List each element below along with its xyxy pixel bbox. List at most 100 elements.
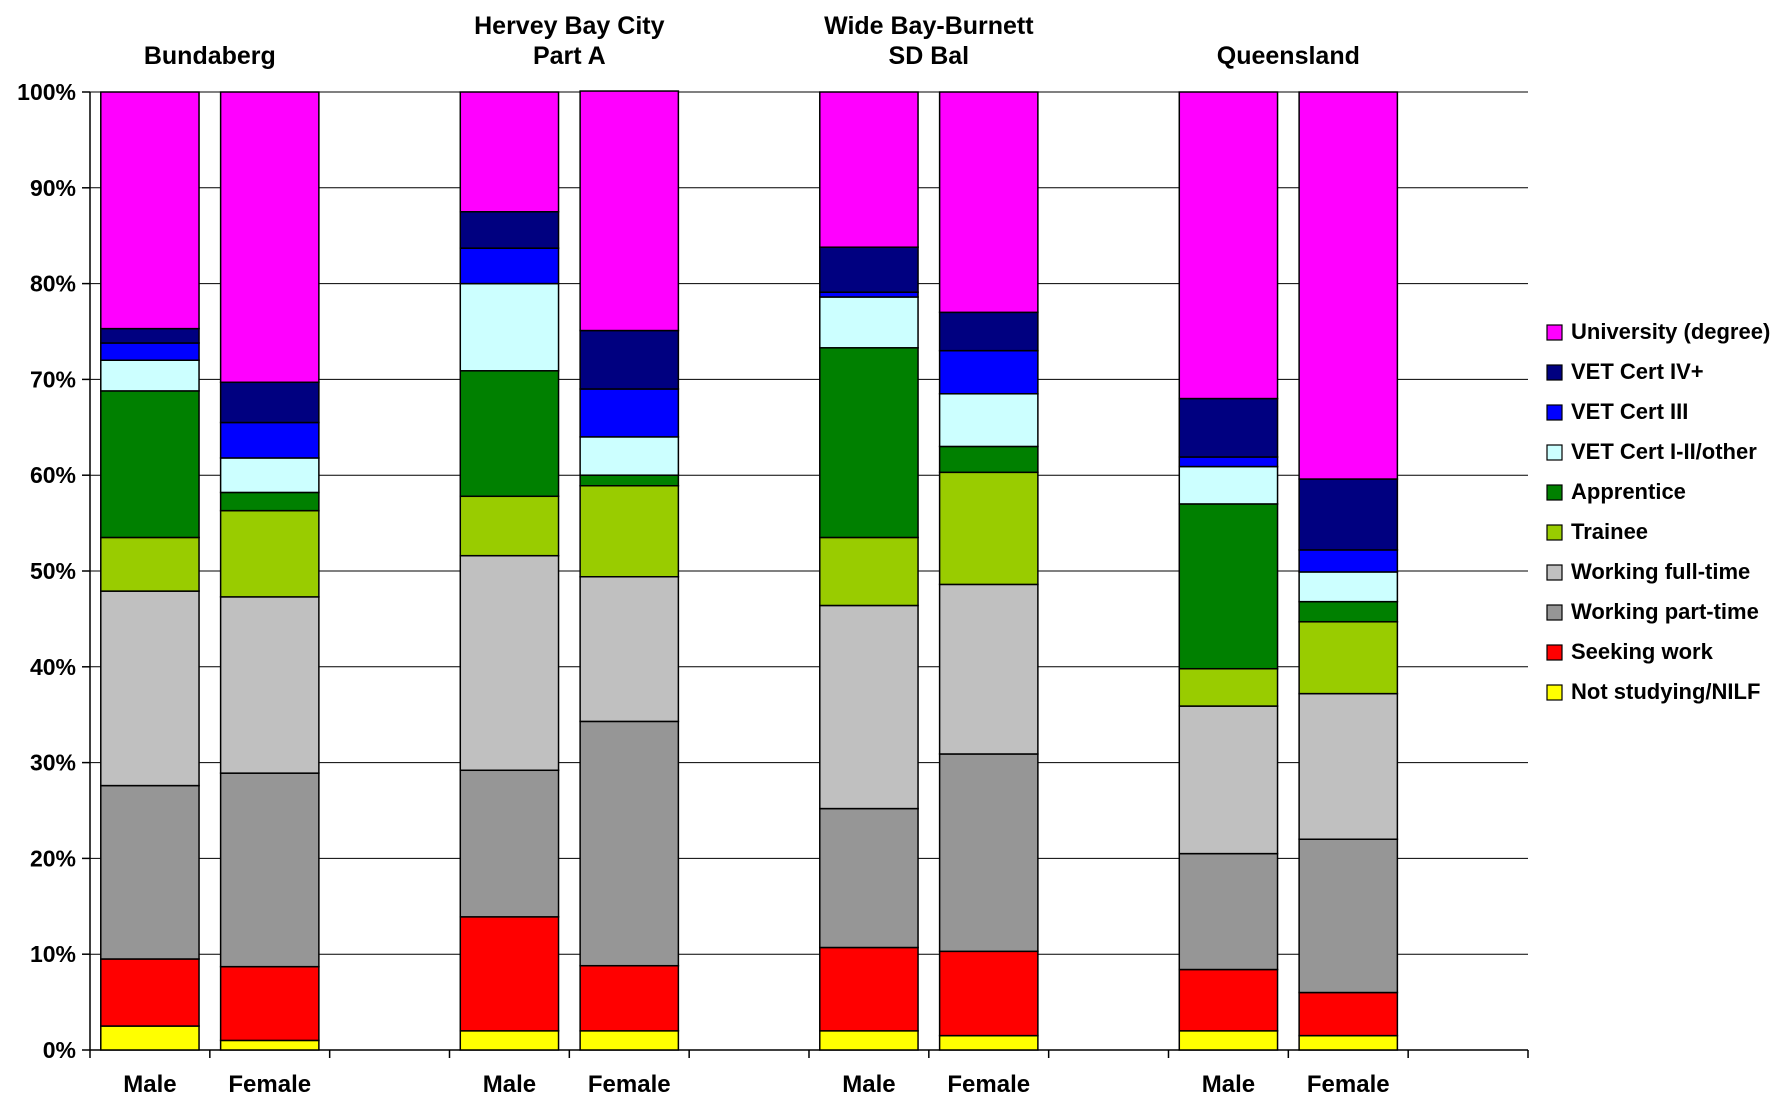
bar-segment — [219, 491, 320, 512]
x-category-label: Male — [483, 1071, 536, 1096]
bar-segment — [219, 772, 320, 968]
legend-swatch — [1546, 364, 1563, 381]
bar-segment — [1298, 91, 1399, 480]
bar-segment — [579, 1030, 680, 1051]
legend-label: University (degree) — [1571, 319, 1770, 344]
legend-swatch — [1546, 484, 1563, 501]
legend-label: VET Cert I-II/other — [1571, 439, 1757, 464]
bar-segment — [938, 950, 1039, 1037]
bar-segment — [100, 590, 200, 787]
bar-segment — [100, 91, 200, 330]
bar-segment — [1298, 991, 1399, 1037]
bar-segment — [1178, 968, 1279, 1032]
group-title: Hervey Bay City — [474, 12, 664, 40]
bar-segment — [219, 596, 320, 774]
bar-segment — [1298, 838, 1399, 994]
bar-segment — [1298, 692, 1399, 840]
bar-segment — [219, 381, 320, 424]
group-title: Bundaberg — [144, 42, 276, 70]
bar-segment — [1178, 503, 1279, 670]
axes — [82, 91, 1529, 1058]
bar-segment — [1178, 465, 1279, 505]
legend-label: Apprentice — [1571, 479, 1686, 504]
legend-label: Trainee — [1571, 519, 1648, 544]
x-category-label: Female — [588, 1071, 671, 1096]
bar-segment — [219, 457, 320, 494]
group-title: Wide Bay-Burnett — [824, 12, 1034, 40]
x-category-label: Female — [228, 1071, 311, 1096]
bar-segment — [100, 784, 200, 960]
legend-swatch — [1546, 564, 1563, 581]
bar-segment — [1178, 852, 1279, 971]
x-category-label: Female — [1307, 1071, 1390, 1096]
bar-segment — [100, 1025, 200, 1051]
legend-swatch — [1546, 404, 1563, 421]
bar-segment — [459, 554, 560, 772]
bar-segment — [819, 1030, 919, 1051]
bar-segment — [100, 327, 200, 344]
bar-segment — [1178, 456, 1279, 468]
bar-segment — [219, 965, 320, 1042]
y-tick-label: 20% — [30, 845, 76, 871]
legend-swatch — [1546, 684, 1563, 701]
legend: University (degree) VET Cert IV+ VET Cert … — [1541, 314, 1779, 722]
group-title: SD Bal — [889, 42, 970, 70]
bar-segment — [100, 390, 200, 539]
bar-segment — [938, 91, 1039, 314]
bar-segment — [819, 296, 919, 349]
y-tick-label: 80% — [30, 271, 76, 297]
bar-segment — [819, 246, 919, 293]
x-category-label: Male — [842, 1071, 895, 1096]
bar-segment — [459, 247, 560, 285]
bar-segment — [579, 484, 680, 578]
bar-segment — [938, 753, 1039, 953]
y-tick-label: 30% — [30, 750, 76, 776]
bar-segment — [938, 393, 1039, 448]
bar-segment — [579, 964, 680, 1032]
bar-segment — [1178, 667, 1279, 707]
bar-segment — [1298, 621, 1399, 695]
bar-segment — [1298, 571, 1399, 603]
bar-segment — [819, 946, 919, 1032]
bar-segment — [938, 1034, 1039, 1051]
bar-segment — [579, 329, 680, 390]
group-title: Queensland — [1217, 42, 1360, 70]
bar-segment — [219, 509, 320, 598]
gridlines — [90, 91, 1528, 955]
bars — [100, 90, 1399, 1051]
bar-segment — [459, 495, 560, 557]
bar-segment — [938, 471, 1039, 586]
bar-segment — [459, 1030, 560, 1051]
bar-segment — [459, 91, 560, 213]
bar-segment — [459, 211, 560, 249]
bar-segment — [1178, 1030, 1279, 1051]
bar-segment — [219, 91, 320, 384]
legend-label: Working full-time — [1571, 559, 1750, 584]
bar-segment — [219, 421, 320, 459]
x-category-label: Male — [123, 1071, 176, 1096]
bar-segment — [938, 583, 1039, 755]
bar-segment — [1178, 91, 1279, 400]
bar-segment — [1298, 600, 1399, 623]
bar-segment — [100, 359, 200, 392]
bar-segment — [579, 575, 680, 723]
bar-segment — [1298, 478, 1399, 551]
bar-segment — [579, 388, 680, 438]
group-title: Part A — [533, 42, 606, 70]
legend-swatch — [1546, 644, 1563, 661]
bar-segment — [579, 90, 680, 332]
bar-segment — [459, 916, 560, 1032]
bar-segment — [579, 474, 680, 487]
bar-segment — [1178, 705, 1279, 855]
x-category-label: Male — [1202, 1071, 1255, 1096]
bar-segment — [1178, 397, 1279, 458]
bar-segment — [579, 436, 680, 476]
bar-segment — [100, 536, 200, 592]
bar-segment — [938, 311, 1039, 352]
bar-segment — [819, 807, 919, 949]
axis-labels: 0% 10% 20% 30% 40% 50% 60% 70% 80% 90% 100% Male Fem… — [17, 12, 1389, 1096]
bar-segment — [459, 370, 560, 498]
bar-segment — [819, 536, 919, 607]
legend-label: Not studying/NILF — [1571, 679, 1760, 704]
